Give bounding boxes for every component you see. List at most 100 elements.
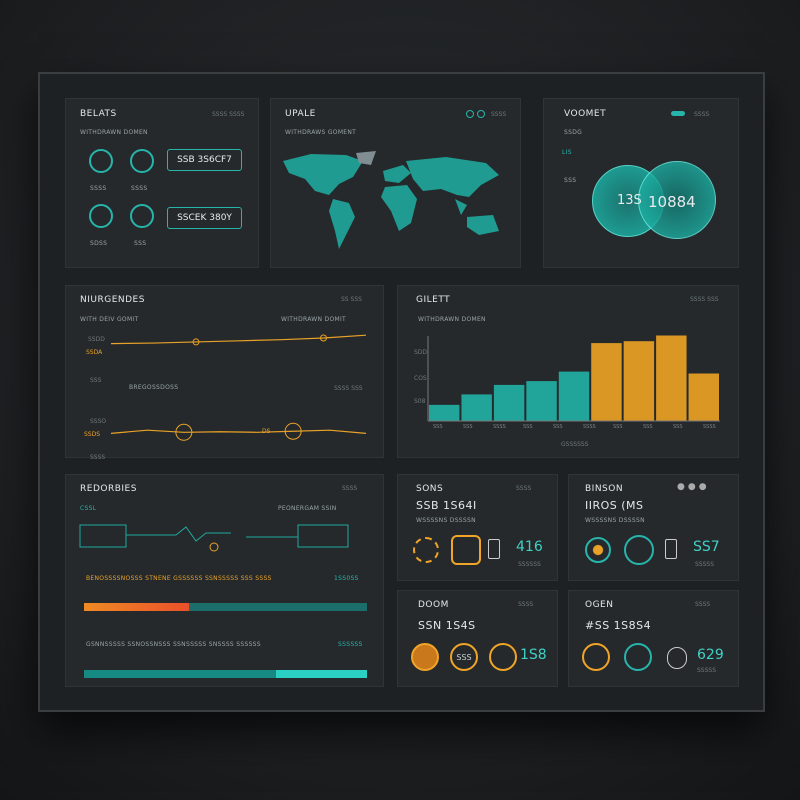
x-tick-label: SSSS [703, 424, 716, 430]
lines-panel: NIURGENDES SS SSS WITH DEIV GOMIT WITHDR… [65, 285, 384, 461]
icon [624, 535, 654, 565]
icon [130, 204, 154, 228]
reports-panel: REDORBIES SSSS CSSL PEONERGAM SSIN BENOS… [65, 474, 384, 687]
row-value: SSSSSS [338, 641, 363, 648]
point [192, 338, 200, 346]
line-chart [110, 334, 367, 441]
progress-track [84, 603, 367, 611]
shape [283, 154, 363, 195]
bar [688, 373, 719, 421]
corner-label: SSSS [491, 111, 507, 118]
value: SS7 [693, 539, 720, 555]
toggle[interactable] [671, 111, 685, 116]
line [110, 429, 367, 434]
card-title: BINSON [585, 484, 624, 494]
icon [585, 537, 611, 563]
shape [297, 524, 349, 548]
headline: IIROS (MS [585, 499, 644, 512]
dot [477, 110, 485, 118]
dot [466, 110, 474, 118]
x-tick-label: SSS [673, 424, 683, 430]
x-tick-label: SSS [553, 424, 563, 430]
panel-title: VOOMET [564, 109, 607, 119]
corner-label: SSSS [516, 485, 532, 492]
bar [656, 335, 687, 421]
axis-label: SDD [414, 349, 428, 356]
corner-label: SSSS SSSS [212, 111, 245, 118]
subtitle: WITHDRAWN DOMEN [418, 316, 486, 323]
subtitle: WITH DEIV GOMIT [80, 316, 139, 323]
value: 416 [516, 539, 543, 555]
icon [411, 643, 439, 671]
subtitle: WITHDRAWS GOMENT [285, 129, 357, 136]
corner-label: SSSS SSS [334, 385, 363, 392]
card: DOOM SSSS SSN 1S4S SSS 1S8 [397, 590, 558, 687]
panel-title: GILETT [416, 295, 451, 305]
card: BINSON ●●● IIROS (MS WSSSSNS DSSSSN SS7 … [568, 474, 739, 581]
point [284, 422, 302, 440]
bar [558, 371, 590, 421]
circle [638, 161, 716, 239]
corner-label: SSSS SSS [690, 296, 719, 303]
shape [209, 542, 219, 552]
subtitle: WSSSSNS DSSSSN [585, 517, 645, 524]
panel-title: REDORBIES [80, 484, 137, 494]
icon [413, 537, 439, 563]
bars-panel: GILETT SSSS SSS WITHDRAWN DOMEN SDD COS … [397, 285, 739, 458]
bar [623, 341, 655, 421]
circle-label: 13S [617, 193, 642, 208]
corner-label: SSSS [518, 601, 534, 608]
balance-panel: BELATS SSSS SSSS WITHDRAWN DOMEN SSSS SS… [65, 98, 259, 268]
panel-title: BELATS [80, 109, 117, 119]
label: PEONERGAM SSIN [278, 505, 337, 512]
shape [406, 157, 499, 197]
x-tick-label: SSS [613, 424, 623, 430]
label: SDSS [90, 240, 108, 247]
ring-label: DS [262, 428, 271, 435]
panel-title: UPALE [285, 109, 316, 119]
point [175, 423, 193, 441]
x-tick-label: SSSS [493, 424, 506, 430]
progress-bar [84, 670, 277, 678]
shape [381, 185, 417, 231]
value-sub: SSSSSS [518, 561, 541, 568]
bar [526, 381, 557, 421]
bar-chart: SSS SSS SSSS SSS SSS SSSS SSS SSS SSS SSSS [427, 335, 720, 430]
x-tick-label: SSSS [583, 424, 596, 430]
x-tick-label: SSS [523, 424, 533, 430]
progress-bar [84, 603, 189, 611]
shape [329, 199, 355, 249]
row-value: 1SS0SS [334, 575, 359, 582]
flow [79, 524, 349, 552]
axis-label: S08 [414, 398, 426, 405]
icon [89, 204, 113, 228]
subtitle: WSSSSNS DSSSSN [416, 517, 476, 524]
row-label: GSNNSSSSS SSNOSSNSSS SSNSSSSS SNSSSS SSS… [86, 641, 261, 648]
corner-label: SSSS [694, 111, 710, 118]
shape [126, 526, 231, 542]
icon [582, 643, 610, 671]
value-box: SSB 3S6CF7 [167, 149, 242, 171]
value: 1S8 [520, 647, 547, 663]
label: SSS [134, 240, 147, 247]
card-title: OGEN [585, 600, 614, 610]
circle-label: 10884 [648, 193, 696, 211]
label: SSSS [90, 185, 107, 192]
icon [667, 647, 687, 669]
legend: WITHDRAWN DOMIT [281, 316, 346, 323]
label: BREGOSSDOSS [129, 384, 179, 391]
axis-label: SSDA [86, 349, 103, 356]
card: OGEN SSSS #SS 1S8S4 629 SSSSS [568, 590, 739, 687]
axis-label: COS [414, 375, 427, 382]
panel-title: NIURGENDES [80, 295, 145, 305]
bar [461, 394, 492, 421]
label: LIS [562, 149, 572, 156]
flow-diagram [79, 524, 349, 552]
continents [283, 151, 499, 249]
world-map [283, 151, 499, 249]
x-tick-label: SSS [643, 424, 653, 430]
shape [467, 215, 499, 235]
shape [455, 199, 467, 215]
icon-box: SSS [450, 643, 478, 671]
